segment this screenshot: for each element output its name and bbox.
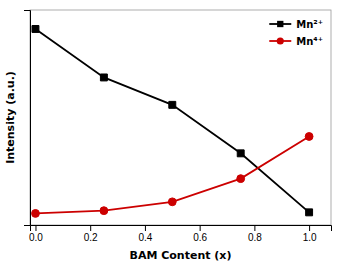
legend-symbol — [277, 21, 283, 27]
series-point — [305, 133, 313, 141]
x-axis-line — [31, 226, 332, 232]
x-tick-mark — [90, 225, 91, 231]
series-point — [100, 207, 108, 215]
series-point — [237, 175, 245, 183]
x-tick-mark — [254, 225, 255, 231]
plot-frame — [30, 10, 331, 225]
x-tick-label: 0.2 — [84, 232, 98, 243]
y-axis — [24, 11, 31, 226]
x-tick-label: 0.6 — [193, 232, 207, 243]
x-tick: 0.4 — [138, 225, 152, 243]
x-tick-mark — [35, 225, 36, 231]
x-tick: 1.0 — [303, 225, 317, 243]
x-tick-mark — [200, 225, 201, 231]
series-point — [237, 150, 244, 157]
series-point — [168, 198, 176, 206]
x-tick: 0.8 — [248, 225, 262, 243]
legend-label: Mn⁴⁺ — [296, 36, 323, 47]
x-tick-mark — [145, 225, 146, 231]
legend-label: Mn²⁺ — [296, 19, 323, 30]
series-point — [32, 26, 39, 33]
x-tick: 0.0 — [29, 225, 43, 243]
y-axis-line — [24, 11, 31, 226]
x-tick-mark — [309, 225, 310, 231]
x-axis-title: BAM Content (x) — [130, 249, 232, 262]
chart: 0.0 0.2 0.4 0.6 0.8 1.0 BAM Content (x) Intensi… — [0, 0, 343, 267]
legend-item: Mn²⁺ — [269, 19, 323, 30]
series-line — [35, 29, 309, 212]
series-point — [169, 101, 176, 108]
marks — [32, 26, 313, 218]
x-axis: 0.0 0.2 0.4 0.6 0.8 1.0 — [29, 225, 331, 243]
series-point — [306, 209, 313, 216]
series-line — [35, 136, 309, 213]
legend-item: Mn⁴⁺ — [269, 36, 323, 47]
plot: 0.0 0.2 0.4 0.6 0.8 1.0 — [24, 10, 332, 243]
y-axis-title: Intensity (a.u.) — [4, 71, 17, 164]
series-point — [32, 209, 40, 217]
legend-symbol — [277, 37, 284, 44]
x-tick-label: 0.8 — [248, 232, 262, 243]
x-tick-label: 0.0 — [29, 232, 43, 243]
legend: Mn²⁺ Mn⁴⁺ — [269, 19, 323, 47]
x-tick-label: 1.0 — [303, 232, 317, 243]
x-tick-label: 0.4 — [138, 232, 152, 243]
x-tick: 0.6 — [193, 225, 207, 243]
x-tick: 0.2 — [84, 225, 98, 243]
series-point — [100, 74, 107, 81]
